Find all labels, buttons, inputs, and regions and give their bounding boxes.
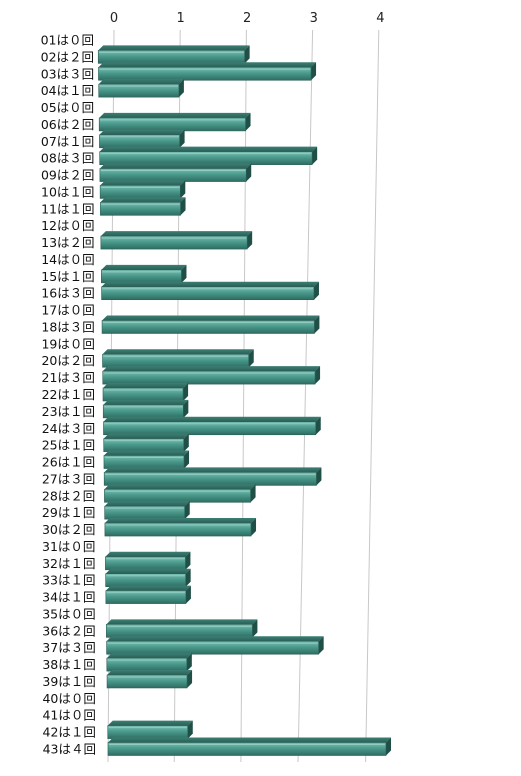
x-tick-label-2: 2 (243, 11, 251, 26)
category-label: 04は１回 (41, 83, 94, 98)
category-label: 13は２回 (41, 235, 94, 250)
bar (98, 79, 184, 98)
bar (106, 636, 324, 655)
category-label: 36は２回 (42, 623, 95, 638)
x-tick-label-4: 4 (376, 11, 384, 26)
category-label: 42は１回 (43, 725, 96, 740)
bar (105, 585, 191, 604)
bar (106, 669, 193, 689)
bar (105, 551, 191, 571)
category-label: 05は０回 (41, 100, 94, 115)
x-tick-label-0: 0 (110, 11, 118, 26)
category-label: 11は１回 (41, 201, 94, 216)
category-label: 17は０回 (41, 303, 94, 318)
bar (101, 281, 319, 301)
category-label: 14は０回 (41, 252, 94, 267)
bar (101, 315, 320, 334)
bar (103, 433, 189, 452)
category-label: 20は２回 (41, 353, 94, 368)
category-label: 43は４回 (43, 742, 96, 757)
category-label: 26は１回 (42, 455, 95, 470)
bar (103, 467, 322, 486)
bar (100, 197, 186, 216)
category-label: 07は１回 (41, 134, 94, 149)
category-label: 03は３回 (41, 66, 94, 81)
bar (99, 129, 185, 149)
bar (105, 568, 191, 587)
category-label: 33は１回 (42, 573, 95, 588)
bar (101, 264, 187, 284)
bar (102, 366, 321, 385)
x-axis-ticks: 0 1 2 3 4 (110, 11, 385, 26)
category-label: 10は１回 (41, 184, 94, 199)
bar (104, 518, 257, 537)
category-label: 30は２回 (42, 522, 95, 537)
bar (102, 399, 189, 419)
category-label: 18は３回 (41, 319, 94, 334)
category-label: 40は０回 (42, 691, 95, 706)
category-label: 22は１回 (42, 387, 95, 402)
bar (99, 163, 252, 182)
category-label: 34は１回 (42, 590, 95, 605)
bars (97, 45, 391, 756)
bar (99, 180, 186, 199)
category-label: 16は３回 (41, 286, 94, 301)
category-label: 25は１回 (42, 438, 95, 453)
category-label: 27は３回 (42, 471, 95, 486)
category-label: 39は１回 (42, 674, 95, 689)
category-label: 29は１回 (42, 505, 95, 520)
category-label: 09は２回 (41, 168, 94, 183)
x-tick-label-1: 1 (176, 11, 184, 26)
bar (107, 737, 391, 756)
bar (99, 146, 318, 165)
bar (102, 349, 254, 368)
bar (98, 112, 251, 132)
category-label: 41は０回 (42, 708, 95, 723)
x-tick-label-3: 3 (310, 11, 318, 26)
bar (106, 619, 258, 638)
category-label: 02は２回 (41, 49, 94, 64)
category-label: 32は１回 (42, 556, 95, 571)
category-label: 01は０回 (41, 33, 94, 48)
bar (106, 653, 192, 672)
bar (107, 720, 193, 739)
category-label: 24は３回 (42, 421, 95, 436)
category-label: 28は２回 (42, 488, 95, 503)
category-label: 19は０回 (41, 336, 94, 351)
bar (100, 231, 253, 250)
bar (104, 484, 256, 503)
category-label: 12は０回 (41, 218, 94, 233)
category-label: 38は１回 (42, 657, 95, 672)
bar (102, 383, 189, 402)
bar (104, 501, 190, 520)
bar (98, 62, 317, 81)
category-label: 37は３回 (42, 640, 95, 655)
category-label: 31は０回 (42, 539, 95, 554)
gridline-4 (365, 29, 380, 763)
bar (97, 45, 250, 64)
category-label: 08は３回 (41, 151, 94, 166)
category-label: 06は２回 (41, 117, 94, 132)
bar (103, 450, 190, 469)
category-label: 35は０回 (42, 606, 95, 621)
category-label: 21は３回 (42, 370, 95, 385)
category-label: 15は１回 (41, 269, 94, 284)
bar (103, 416, 321, 436)
category-label: 23は１回 (42, 404, 95, 419)
